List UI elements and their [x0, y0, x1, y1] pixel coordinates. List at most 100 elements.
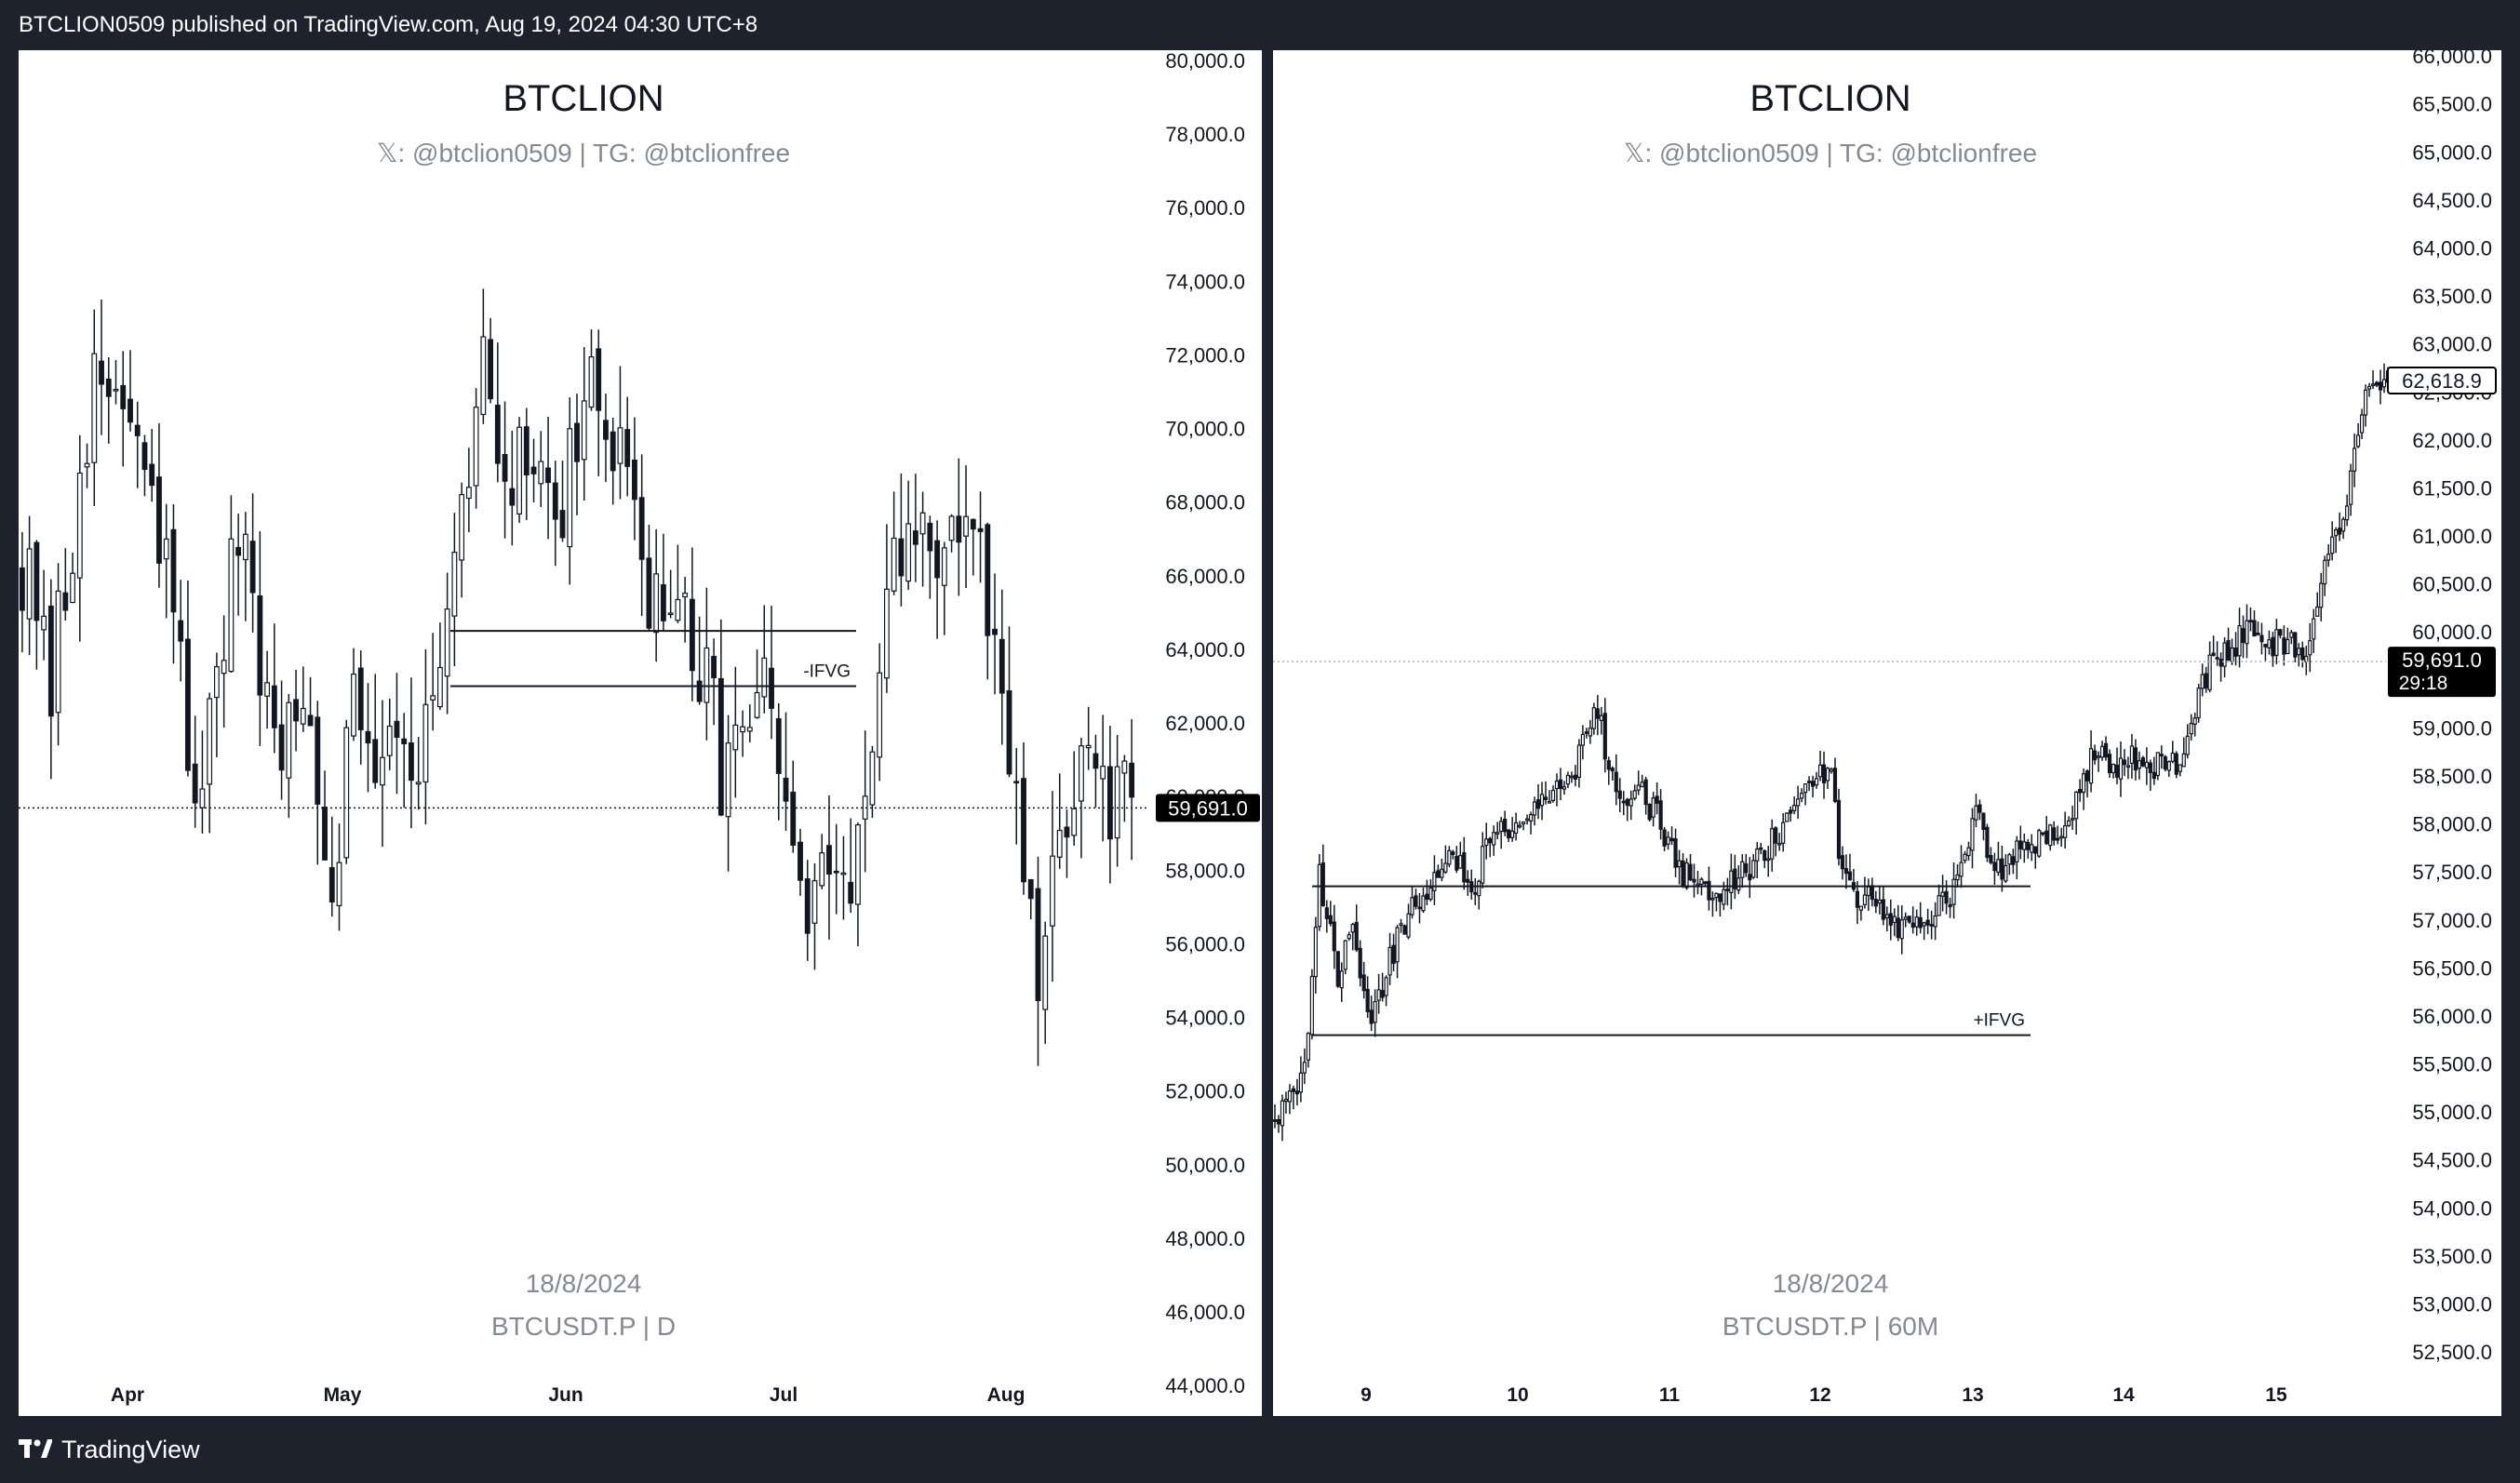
candle-body-down	[1733, 868, 1737, 889]
candle-body-up	[480, 336, 487, 416]
candle-body-down	[2033, 846, 2038, 854]
candle-body-up	[1884, 914, 1889, 919]
candle-body-up	[2015, 840, 2019, 862]
daily-chart-panel[interactable]: 80,000.0 78,000.0 76,000.0 74,000.0 72,000.0…	[19, 50, 1262, 1416]
hourly-chart-panel[interactable]: 66,000.0 65,500.0 65,000.0 64,500.0 64,000.0…	[1273, 50, 2501, 1416]
candle-body-up	[2118, 757, 2124, 780]
candle-body-down	[394, 720, 400, 739]
y-axis-tick-label: 80,000.0	[1165, 50, 1245, 73]
candle-body-up	[567, 428, 573, 548]
tradingview-logo-icon[interactable]	[19, 1439, 52, 1460]
y-axis-tick-label: 76,000.0	[1165, 196, 1245, 220]
candle-body-down	[1273, 1119, 1278, 1122]
y-axis-tick-label: 66,000.0	[1165, 565, 1245, 588]
candle-body-down	[1106, 766, 1113, 840]
candle-body-down	[322, 807, 328, 861]
candle-body-up	[2289, 632, 2294, 638]
candle-body-up	[2185, 735, 2190, 755]
candle-body-down	[1064, 826, 1070, 838]
y-axis-tick-label: 60,500.0	[2412, 573, 2492, 596]
candle-body-up	[1484, 838, 1489, 847]
candle-body-up	[2349, 470, 2353, 505]
high-price-tag	[2387, 367, 2497, 395]
candle-body-up	[1722, 888, 1726, 905]
candle-body-up	[1528, 814, 1534, 822]
candle-body-up	[1495, 832, 1500, 835]
candle-body-down	[1621, 800, 1626, 804]
candle-body-down	[1466, 878, 1470, 883]
footer-brand-name[interactable]: TradingView	[61, 1435, 200, 1463]
candle-body-down	[1707, 880, 1711, 901]
candle-body-down	[1692, 878, 1696, 883]
candle-body-up	[1632, 790, 1637, 799]
candle-body-up	[1580, 733, 1585, 746]
candle-body-down	[769, 667, 774, 709]
candle-body-down	[1291, 1088, 1296, 1092]
candle-body-up	[2096, 755, 2101, 758]
candle-body-up	[2155, 752, 2160, 777]
candle-body-down	[509, 488, 516, 506]
candle-body-down	[1006, 690, 1012, 775]
candle-body-up	[919, 512, 926, 535]
candle-body-down	[1847, 871, 1853, 881]
candle-body-up	[1384, 977, 1388, 996]
candle-body-up	[459, 494, 465, 561]
candle-body-down	[2056, 837, 2060, 841]
candle-body-up	[1421, 895, 1426, 912]
candle-body-down	[1320, 862, 1325, 906]
y-axis-tick-label: 58,500.0	[2412, 765, 2492, 788]
candle-body-up	[1636, 784, 1641, 791]
candle-body-down	[249, 541, 256, 594]
candle-body-down	[696, 680, 703, 702]
candle-body-down	[1843, 868, 1849, 875]
y-axis-tick-label: 64,000.0	[2412, 237, 2492, 261]
candle-body-down	[134, 424, 141, 436]
candle-body-up	[1576, 744, 1582, 778]
candle-body-up	[1410, 897, 1414, 915]
candle-body-down	[47, 605, 54, 717]
candle-body-up	[1677, 860, 1682, 868]
candle-body-down	[2215, 657, 2219, 660]
candle-body-up	[300, 707, 306, 725]
candle-body-down	[646, 557, 652, 629]
candle-body-down	[2204, 673, 2208, 689]
candle-body-up	[840, 872, 847, 875]
candle-body-down	[1324, 907, 1329, 919]
watermark-date: 18/8/2024	[1772, 1269, 1889, 1298]
candle-body-down	[1507, 829, 1511, 839]
hourly-chart-svg[interactable]: 66,000.0 65,500.0 65,000.0 64,500.0 64,000.0…	[1273, 50, 2501, 1416]
candle-body-up	[2074, 791, 2079, 820]
candle-body-down	[596, 348, 602, 411]
candle-body-up	[415, 782, 422, 785]
candle-body-up	[1547, 800, 1552, 804]
candle-body-down	[2107, 754, 2112, 774]
candle-body-down	[1836, 799, 1842, 860]
candle-body-down	[1462, 852, 1467, 883]
candle-body-up	[343, 727, 350, 859]
y-axis-tick-label: 61,000.0	[2412, 525, 2492, 548]
candle-body-down	[1948, 904, 1952, 908]
candle-body-down	[315, 716, 321, 805]
candle-body-up	[2129, 745, 2135, 765]
candle-body-down	[127, 398, 133, 423]
daily-chart-svg[interactable]: 80,000.0 78,000.0 76,000.0 74,000.0 72,000.0…	[19, 50, 1262, 1416]
candle-body-up	[2181, 753, 2186, 768]
candle-body-down	[545, 467, 551, 484]
candle-body-down	[307, 715, 314, 727]
y-axis-tick-label: 64,500.0	[2412, 189, 2492, 212]
candle-body-up	[2334, 528, 2339, 537]
candle-body-up	[1710, 898, 1715, 901]
candle-body-up	[1800, 793, 1804, 799]
candle-body-up	[264, 682, 271, 697]
candle-body-up	[2137, 760, 2141, 769]
watermark-title: BTCLION	[503, 78, 664, 119]
candle-body-down	[99, 360, 104, 385]
bar-countdown-label: 29:18	[2399, 673, 2448, 694]
candle-body-down	[1888, 913, 1893, 926]
last-price-tag	[1156, 794, 1260, 822]
candle-body-up	[1740, 861, 1745, 878]
y-axis-tick-label: 48,000.0	[1165, 1227, 1245, 1250]
candle-body-down	[970, 518, 976, 530]
candle-body-up	[2315, 606, 2320, 617]
y-axis-tick-label: 50,000.0	[1165, 1154, 1245, 1177]
